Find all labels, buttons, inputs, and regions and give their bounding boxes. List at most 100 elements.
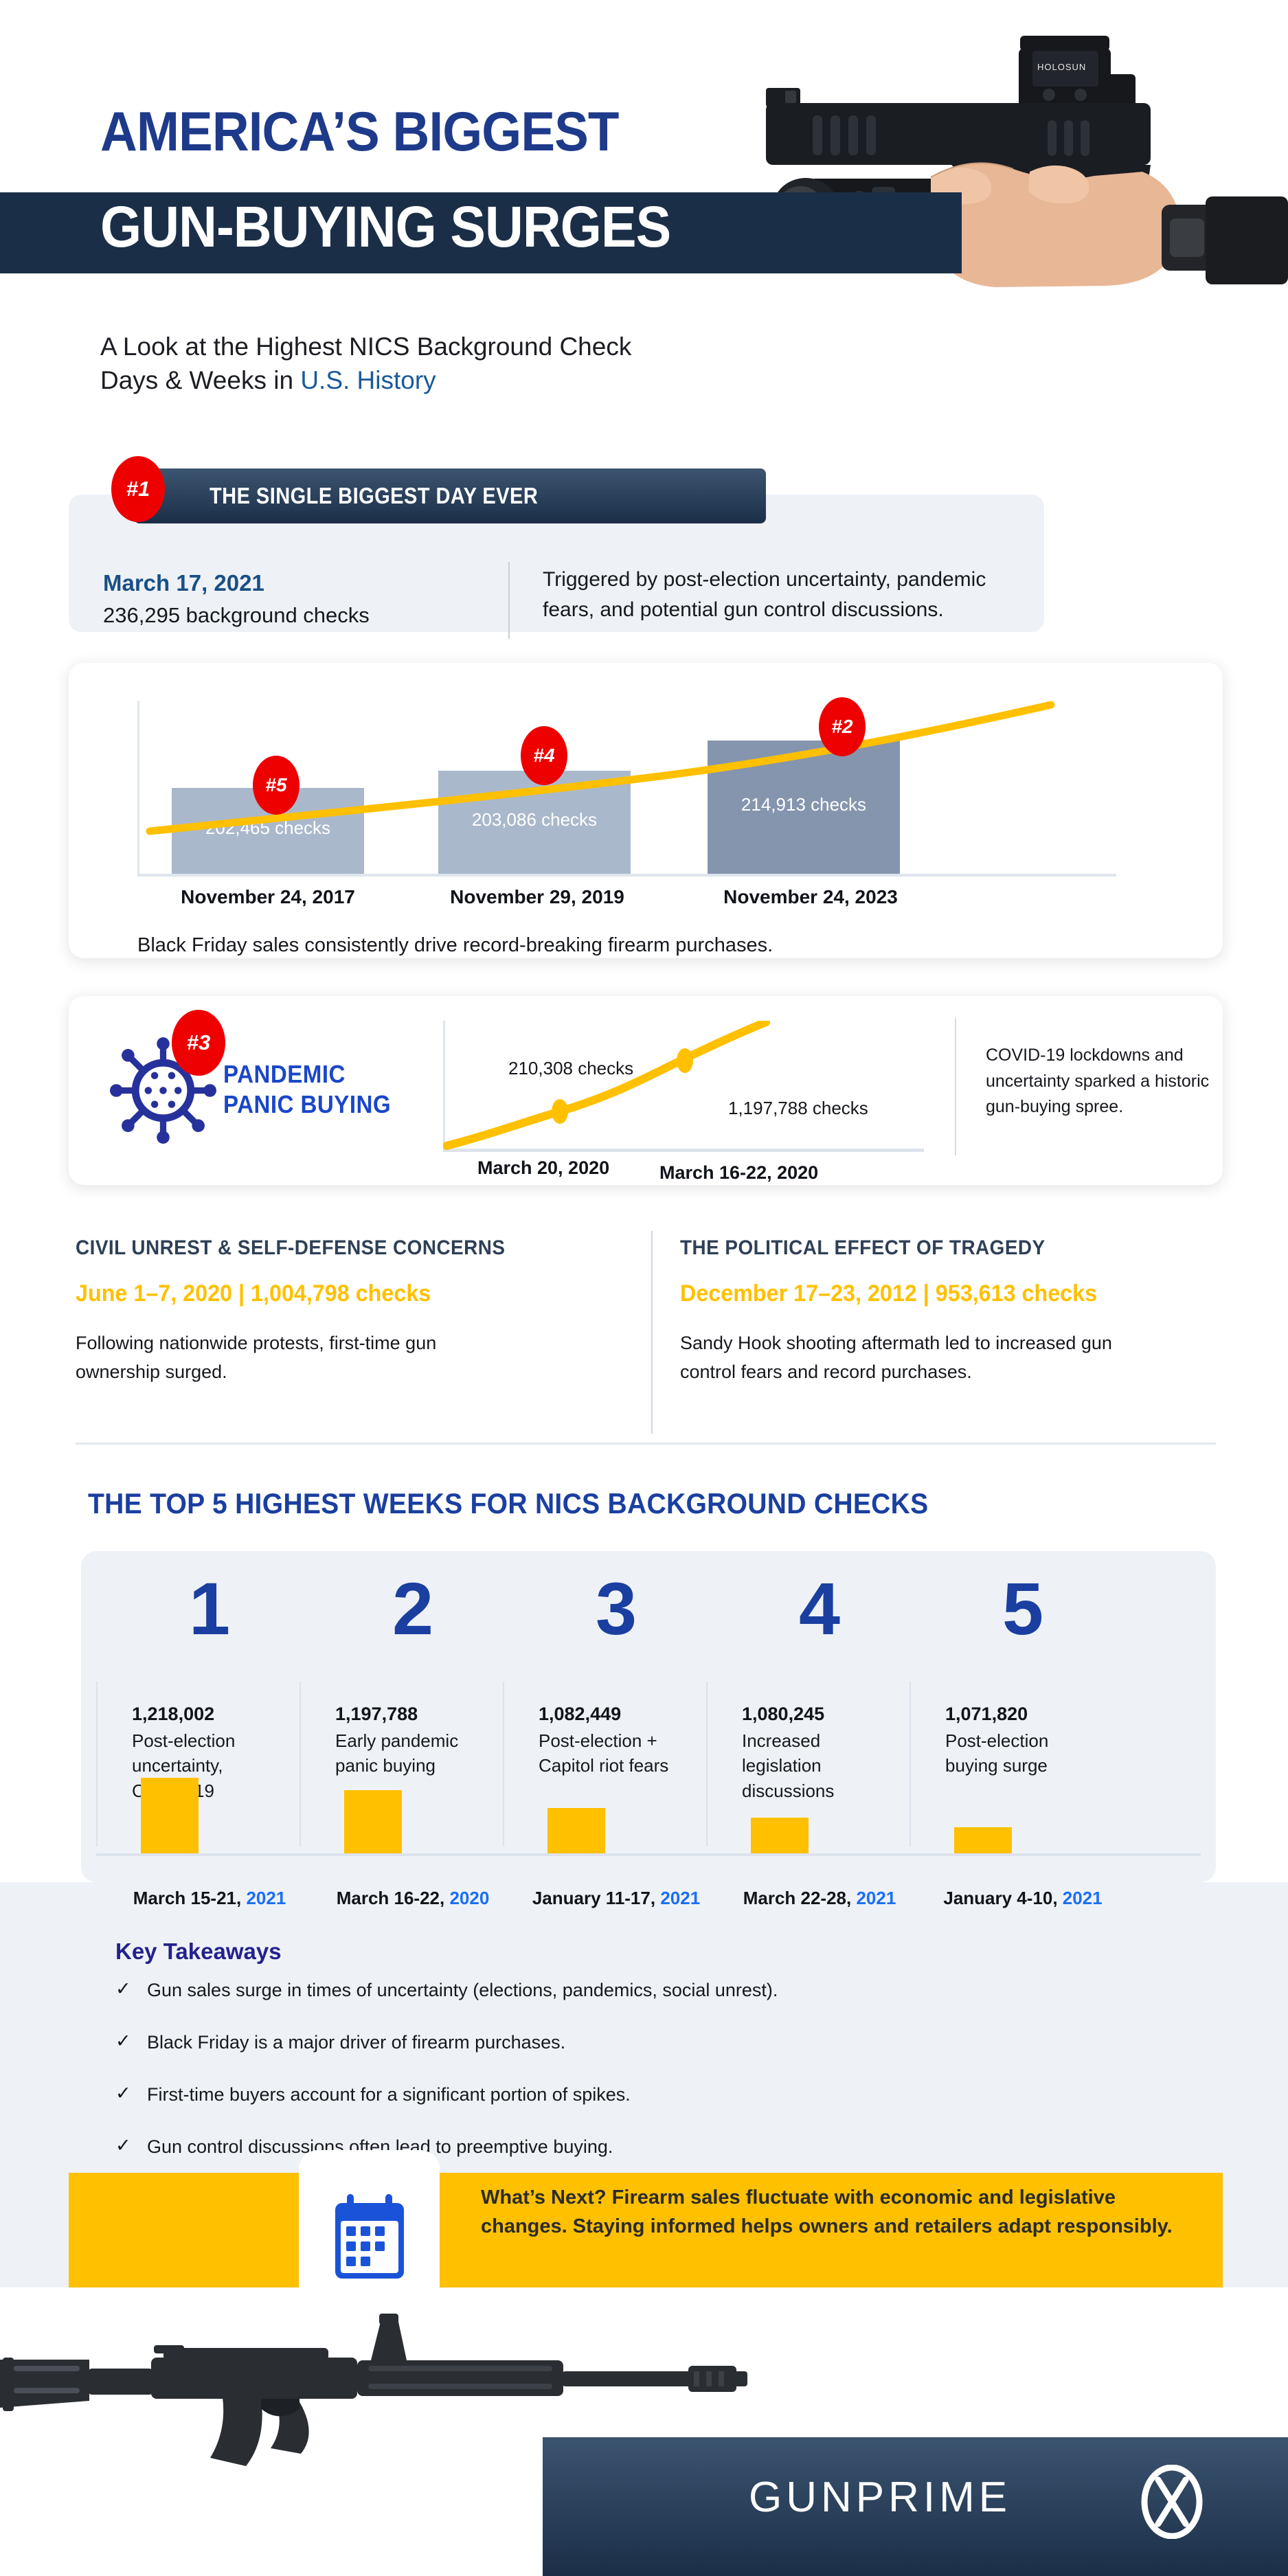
pd-value-label-0: 210,308 checks — [508, 1058, 634, 1078]
subtitle-highlight: U.S. History — [300, 366, 436, 395]
biggest-day-date: March 17, 2021 — [103, 570, 264, 596]
top5-date-1-year: 2021 — [246, 1888, 286, 1908]
top5-date-4-year: 2021 — [856, 1888, 896, 1908]
takeaway-text-1: Gun sales surge in times of uncertainty … — [147, 1980, 778, 2000]
page-title-line1: AMERICA’S BIGGEST — [100, 101, 619, 163]
top5-reason-5: Post-election buying surge — [945, 1730, 1049, 1776]
pandemic-description: COVID-19 lockdowns and uncertainty spark… — [986, 1046, 1210, 1116]
bf-category-labels: November 24, 2017 November 29, 2019 Nove… — [137, 886, 1116, 920]
pd-x-axis — [443, 1149, 924, 1152]
pd-category-0: March 20, 2020 — [477, 1157, 610, 1178]
rank-badge-5: #5 — [253, 756, 300, 815]
header: HOLOSUN TLR-1 HL — [0, 0, 1288, 394]
bf-label-1: November 29, 2019 — [450, 886, 624, 907]
biggest-day-description: Triggered by post-election uncertainty, … — [543, 568, 986, 621]
pandemic-divider — [955, 1018, 956, 1155]
biggest-day-ribbon-title: THE SINGLE BIGGEST DAY EVER — [210, 483, 539, 508]
top5-separator-2 — [300, 1682, 301, 1846]
bf-label-2: November 24, 2023 — [723, 886, 898, 907]
political-effect-heading: THE POLITICAL EFFECT OF TRAGEDY — [680, 1236, 1046, 1259]
top5-separator-4 — [706, 1682, 708, 1846]
subtitle-line2: Days & Weeks in U.S. History — [100, 363, 631, 397]
bf-bar-label-2023: 214,913 checks — [741, 793, 867, 815]
takeaways-title: Key Takeaways — [115, 1939, 282, 1964]
check-icon: ✓ — [115, 2031, 131, 2052]
pandemic-title-line1: PANDEMIC — [223, 1060, 346, 1088]
rank-badge-4: #4 — [521, 726, 567, 785]
brand-wordmark: GUNPRIME — [749, 2474, 1012, 2521]
page-subtitle: A Look at the Highest NICS Background Ch… — [100, 330, 631, 397]
top5-rank-4: 4 — [798, 1567, 841, 1650]
top5-column-5: 5 1,071,820 Post-election buying surge — [909, 1551, 1136, 1882]
top5-column-2: 2 1,197,788 Early pandemic panic buying — [300, 1551, 526, 1882]
pd-value-label-1: 1,197,788 checks — [728, 1098, 868, 1118]
top5-separator-3 — [503, 1682, 504, 1846]
subtitle-line1: A Look at the Highest NICS Background Ch… — [100, 332, 632, 361]
top5-value-3: 1,082,449 — [539, 1704, 622, 1724]
political-effect-body: Sandy Hook shooting aftermath led to inc… — [680, 1333, 1112, 1382]
top5-bar-2 — [344, 1790, 402, 1853]
title-band — [0, 192, 962, 273]
top5-column-3: 3 1,082,449 Post-election + Capitol riot… — [503, 1551, 730, 1882]
pandemic-card: #3 PANDEMIC PANIC BUYING 210,308 checks … — [69, 996, 1223, 1185]
top5-column-1: 1 1,218,002 Post-election uncertainty, C… — [96, 1551, 323, 1882]
pandemic-title: PANDEMIC PANIC BUYING — [223, 1059, 391, 1120]
top5-card: 1 1,218,002 Post-election uncertainty, C… — [81, 1551, 1216, 1882]
pd-category-1: March 16-22, 2020 — [659, 1162, 819, 1183]
bf-bar-2023: 214,913 checks — [708, 741, 900, 874]
top5-rank-3: 3 — [595, 1567, 637, 1650]
top5-date-2-year: 2020 — [449, 1888, 490, 1908]
cta-banner — [69, 2173, 1223, 2296]
top5-date-4-text: March 22-28, — [743, 1888, 857, 1908]
section-rule — [76, 1443, 1216, 1445]
bf-y-axis — [137, 701, 139, 876]
takeaway-item: ✓ Gun sales surge in times of uncertaint… — [115, 1978, 1077, 2002]
top5-column-4: 4 1,080,245 Increased legislation discus… — [706, 1551, 933, 1882]
top5-bar-1 — [141, 1778, 199, 1853]
top5-date-1: March 15-21, 2021 — [96, 1888, 323, 1909]
top5-rank-1: 1 — [188, 1567, 231, 1650]
top5-rank-5: 5 — [1002, 1567, 1044, 1650]
pd-trend-line — [443, 1021, 770, 1150]
top5-date-5-text: January 4-10, — [943, 1888, 1063, 1908]
pd-y-axis — [443, 1021, 445, 1151]
calendar-icon — [335, 2194, 404, 2279]
takeaway-item: ✓ First-time buyers account for a signif… — [115, 2083, 1077, 2107]
black-friday-card: 202,465 checks 203,086 checks 214,913 ch… — [69, 663, 1223, 958]
cta-text: What’s Next? Firearm sales fluctuate wit… — [481, 2187, 1173, 2238]
rank-badge-3: #3 — [172, 1010, 225, 1076]
top5-date-5: January 4-10, 2021 — [909, 1888, 1136, 1909]
top5-reason-3: Post-election + Capitol riot fears — [539, 1730, 669, 1776]
takeaway-item: ✓ Black Friday is a major driver of fire… — [115, 2031, 1077, 2055]
biggest-day-checks: 236,295 background checks — [103, 603, 370, 627]
check-icon: ✓ — [115, 2135, 131, 2156]
top5-bar-3 — [547, 1808, 605, 1853]
subtitle-line2-text: Days & Weeks in — [100, 366, 301, 395]
top5-date-2-text: March 16-22, — [336, 1888, 450, 1908]
gunprime-crosshair-logo — [1141, 2465, 1203, 2539]
rank-badge-2: #2 — [819, 697, 866, 756]
bf-label-0: November 24, 2017 — [181, 886, 355, 907]
coronavirus-icon — [110, 1037, 216, 1144]
pandemic-title-line2: PANIC BUYING — [223, 1089, 392, 1118]
check-icon: ✓ — [115, 1978, 131, 1999]
two-column-section: CIVIL UNREST & SELF-DEFENSE CONCERNS Jun… — [76, 1231, 1216, 1436]
civil-unrest-column: CIVIL UNREST & SELF-DEFENSE CONCERNS Jun… — [76, 1236, 598, 1387]
column-divider — [651, 1231, 653, 1434]
top5-date-1-text: March 15-21, — [133, 1888, 247, 1908]
political-effect-column: THE POLITICAL EFFECT OF TRAGEDY December… — [680, 1236, 1202, 1387]
top5-date-3: January 11-17, 2021 — [503, 1888, 730, 1909]
civil-unrest-stat: June 1–7, 2020 | 1,004,798 checks — [76, 1280, 431, 1307]
top5-date-labels: March 15-21, 2021 March 16-22, 2020 Janu… — [81, 1888, 1216, 1915]
top5-separator-5 — [909, 1682, 911, 1846]
takeaway-item: ✓ Gun control discussions often lead to … — [115, 2135, 1077, 2159]
top5-date-2: March 16-22, 2020 — [300, 1888, 526, 1909]
svg-text:HOLOSUN: HOLOSUN — [1037, 62, 1086, 72]
top5-date-3-year: 2021 — [660, 1888, 701, 1908]
takeaway-text-3: First-time buyers account for a signific… — [147, 2084, 631, 2105]
civil-unrest-heading: CIVIL UNREST & SELF-DEFENSE CONCERNS — [76, 1236, 506, 1259]
biggest-day-ribbon: THE SINGLE BIGGEST DAY EVER — [134, 468, 766, 523]
top5-value-4: 1,080,245 — [742, 1704, 825, 1724]
top5-bar-4 — [751, 1818, 809, 1853]
bf-x-axis — [137, 874, 1116, 877]
